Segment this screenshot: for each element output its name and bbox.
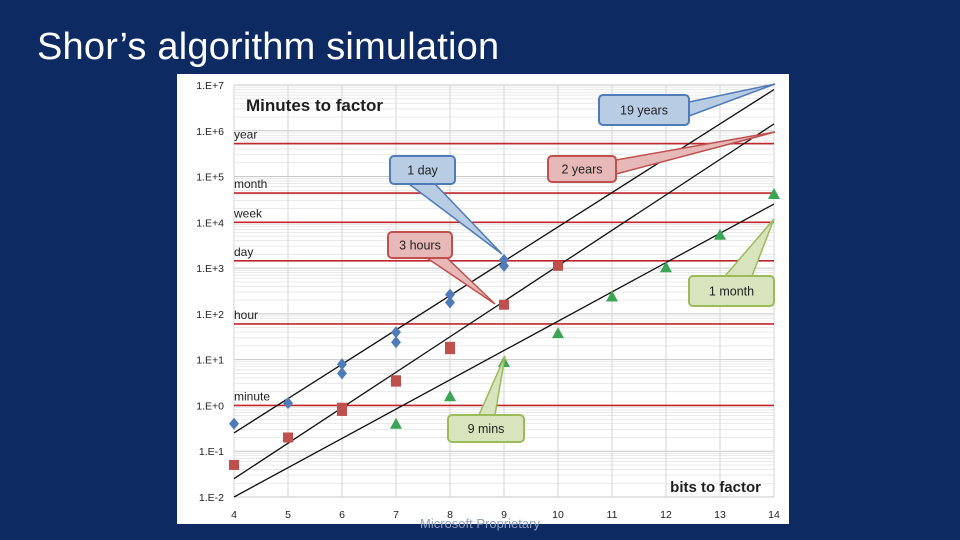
y-tick-label: 1.E+3: [196, 263, 224, 275]
reference-line-label: hour: [234, 308, 258, 322]
callout-label: 1 day: [407, 164, 438, 178]
callout-pointer: [615, 131, 776, 175]
data-point-diamond: [391, 336, 401, 349]
x-tick-label: 4: [231, 509, 237, 521]
data-point-diamond: [445, 296, 455, 309]
data-point-triangle: [606, 290, 618, 302]
callout-box: [389, 155, 456, 185]
slide-title: Shor’s algorithm simulation: [37, 26, 500, 68]
callout-box: [387, 231, 453, 259]
data-point-triangle: [444, 390, 456, 402]
x-tick-label: 5: [285, 509, 291, 521]
data-point-diamond: [445, 288, 455, 301]
data-point-square: [391, 375, 401, 386]
callout-box: [598, 94, 690, 126]
y-tick-label: 1.E-2: [199, 492, 224, 504]
x-tick-label: 7: [393, 509, 399, 521]
data-point-diamond: [337, 367, 347, 380]
y-tick-label: 1.E+0: [196, 400, 224, 412]
data-point-square: [445, 341, 455, 352]
data-point-diamond: [391, 326, 401, 339]
data-point-square: [499, 299, 509, 310]
x-tick-label: 14: [768, 509, 780, 521]
x-tick-label: 10: [552, 509, 564, 521]
data-point-triangle: [714, 228, 726, 240]
y-tick-label: 1.E+7: [196, 80, 224, 92]
data-point-diamond: [283, 397, 293, 410]
data-point-diamond: [499, 259, 509, 272]
x-tick-label: 12: [660, 509, 672, 521]
callout-label: 2 years: [562, 163, 603, 177]
x-axis-label: bits to factor: [670, 479, 761, 496]
chart-panel: 1.E-2 1.E-1 1.E+0 1.E+1 1.E+2 1.E+3 1.E+4 1.E+5…: [177, 74, 789, 524]
trend-line: [233, 203, 775, 498]
callout-pointer: [424, 257, 496, 305]
reference-line-label: minute: [234, 389, 270, 403]
callout-label: 1 month: [709, 285, 754, 299]
y-tick-label: 1.E-1: [199, 446, 224, 458]
data-point-triangle: [552, 327, 564, 339]
callout-pointer: [688, 83, 776, 118]
reference-line-label: week: [233, 206, 263, 220]
footer-note: Microsoft Proprietary: [420, 516, 540, 531]
y-tick-label: 1.E+2: [196, 309, 224, 321]
data-point-square: [283, 432, 293, 443]
reference-line-label: year: [234, 128, 257, 142]
y-tick-label: 1.E+1: [196, 355, 224, 367]
y-tick-label: 1.E+4: [196, 217, 224, 229]
data-point-diamond: [337, 358, 347, 371]
x-tick-label: 8: [447, 509, 453, 521]
x-tick-label: 11: [607, 509, 618, 521]
reference-line-label: month: [234, 177, 267, 191]
callout-pointer: [723, 218, 775, 277]
data-point-triangle: [390, 417, 402, 429]
callout-box: [447, 414, 525, 443]
data-point-square: [553, 260, 563, 271]
reference-line-label: day: [234, 245, 253, 259]
callout-box: [547, 155, 617, 183]
data-point-triangle: [768, 187, 780, 199]
callout-label: 19 years: [620, 104, 668, 118]
chart: 1.E-2 1.E-1 1.E+0 1.E+1 1.E+2 1.E+3 1.E+4 1.E+5…: [196, 80, 780, 521]
y-tick-label: 1.E+5: [196, 172, 224, 184]
x-tick-label: 13: [714, 509, 726, 521]
data-point-triangle: [660, 261, 672, 273]
callout-label: 9 mins: [468, 422, 505, 436]
data-point-square: [337, 405, 347, 416]
data-point-square: [229, 459, 239, 470]
callout-label: 3 hours: [399, 239, 441, 253]
data-point-diamond: [229, 417, 239, 430]
x-tick-label: 6: [339, 509, 345, 521]
y-tick-label: 1.E+6: [196, 126, 224, 138]
x-tick-label: 9: [501, 509, 507, 521]
chart-title: Minutes to factor: [246, 96, 383, 115]
callout-box: [688, 275, 775, 307]
